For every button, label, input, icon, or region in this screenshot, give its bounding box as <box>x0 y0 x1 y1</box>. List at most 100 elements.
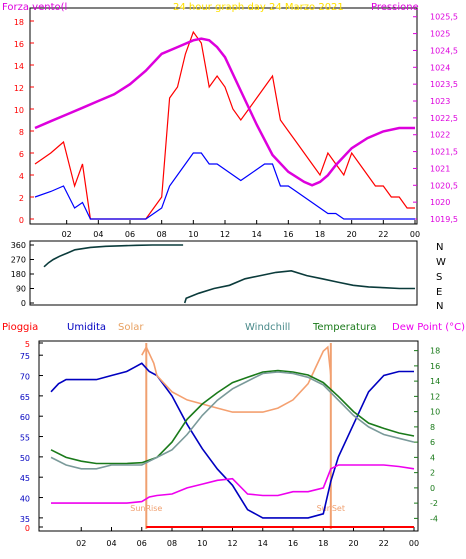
panel1-ytick-label: 12 <box>14 84 24 93</box>
panel1-ytick-label: 4 <box>19 172 24 181</box>
panel3-series-dewpoint <box>51 464 415 504</box>
panel2-direction-label: W <box>436 257 446 268</box>
panel1-ytick-label: 8 <box>19 128 24 137</box>
panel3-right-axis: -4 -2 0 2 4 6 8 10 12 14 16 18 <box>414 347 440 523</box>
panel1-xtick-label: 12 <box>220 230 230 239</box>
panel3-right-tick-label: 2 <box>430 469 435 478</box>
panel1-right-tick-label: 1022 <box>430 131 450 140</box>
panel3-series: SunRise SunSet <box>50 343 415 529</box>
panel2-direction-label: E <box>436 287 442 298</box>
panel3-right-tick-label: 0 <box>430 484 435 493</box>
panel2-ytick-label: 270 <box>11 256 26 265</box>
panel1-right-tick-label: 1024 <box>430 63 450 72</box>
panel3-xtick-label: 00 <box>409 539 419 548</box>
panel2-ytick-label: 180 <box>11 270 26 279</box>
panel3-xtick-label: 10 <box>197 539 207 548</box>
panel1-xtick-label: 00 <box>410 230 420 239</box>
legend-solar: Solar <box>118 322 144 333</box>
panel3-xtick-label: 12 <box>227 539 237 548</box>
panel1-right-tick-label: 1021 <box>430 164 450 173</box>
panel1-xtick-label: 18 <box>315 230 325 239</box>
panel3-right-tick-label: 14 <box>430 377 440 386</box>
panel3-right-tick-label: 18 <box>430 347 440 356</box>
panel2-series-wind_dir <box>43 244 415 304</box>
panel3-ytick-label: 45 <box>20 474 30 483</box>
panel1-xtick-label: 06 <box>125 230 135 239</box>
panel1-ytick-label: 16 <box>14 40 24 49</box>
panel2-ytick-label: 0 <box>21 299 26 308</box>
legend-umidita: Umidita <box>67 322 106 333</box>
panel1-left-axis: 0 2 4 6 8 10 12 14 16 18 <box>14 18 34 225</box>
panel1-xtick-label: 10 <box>188 230 198 239</box>
panel3-right-tick-label: -2 <box>430 499 438 508</box>
panel1-series-wind_avg <box>34 152 415 220</box>
panel3-sunrise-label: SunRise <box>130 504 162 513</box>
panel3-right-tick-label: 6 <box>430 438 435 447</box>
panel1-ytick-label: 14 <box>14 62 24 71</box>
panel3-ytick-label: 40 <box>20 495 30 504</box>
panel3-xtick-label: 20 <box>348 539 358 548</box>
panel3-xtick-label: 18 <box>318 539 328 548</box>
panel1-frame <box>29 7 418 225</box>
panel3-ytick-label: 5 <box>25 340 30 349</box>
panel3-series-umidita <box>50 362 414 519</box>
panel1-right-label: Pressione <box>371 2 419 13</box>
panel3-ytick-label: 75 <box>20 352 30 361</box>
panel1-right-tick-label: 1025 <box>430 30 450 39</box>
panel3-xtick-label: 14 <box>258 539 268 548</box>
panel1-right-tick-label: 1022,5 <box>430 114 458 123</box>
panel1-right-tick-label: 1020 <box>430 198 450 207</box>
legend-pioggia: Pioggia <box>2 322 38 333</box>
panel1-xtick-label: 04 <box>93 230 103 239</box>
panel2-direction-label: S <box>436 272 442 283</box>
panel1-right-tick-label: 1024,5 <box>430 46 458 55</box>
panel3-right-tick-label: 4 <box>430 453 435 462</box>
panel3-ytick-label: 55 <box>20 434 30 443</box>
panel3-series-windchill <box>50 371 415 470</box>
panel1-ytick-label: 0 <box>19 216 24 225</box>
panel1-ytick-label: 2 <box>19 194 24 203</box>
panel1-right-tick-label: 1020,5 <box>430 181 458 190</box>
panel3-xtick-label: 06 <box>137 539 147 548</box>
panel3-xtick-label: 08 <box>167 539 177 548</box>
panel3-ytick-label: 50 <box>20 454 30 463</box>
panel3-right-tick-label: 8 <box>430 423 435 432</box>
panel1-ytick-label: 6 <box>19 150 24 159</box>
panel3-xtick-label: 02 <box>76 539 86 548</box>
panel1-title: 24 hour graph day 24 Marzo 2021 <box>173 2 344 13</box>
panel3-series-temperatura <box>50 369 415 465</box>
panel1-xtick-label: 14 <box>252 230 262 239</box>
panel1-ytick-label: 10 <box>14 106 24 115</box>
panel3-xtick-label: 22 <box>379 539 389 548</box>
panel3-sunset-label: SunSet <box>317 504 345 513</box>
legend-temperatura: Temperatura <box>312 322 377 333</box>
panel1-right-tick-label: 1023 <box>430 97 450 106</box>
panel3-ytick-label: 65 <box>20 393 30 402</box>
panel2-frame <box>29 240 418 306</box>
panel1-right-axis: 1019,5 1020 1020,5 1021 1021,5 1022 1022,5 1023… <box>413 13 458 224</box>
panel3-xtick-label: 04 <box>106 539 116 548</box>
panel2-series <box>43 244 415 304</box>
panel3-right-tick-label: 16 <box>430 362 440 371</box>
legend-dewpoint: Dew Point (°C) <box>392 322 465 333</box>
panel3-ytick-label: 60 <box>20 413 30 422</box>
legend-windchill: Windchill <box>245 322 290 333</box>
panel3-xtick-label: 16 <box>288 539 298 548</box>
panel3-series-solar <box>141 345 332 413</box>
panel3-frame <box>38 340 419 532</box>
panel1-left-label: Forza vento(l <box>2 2 67 13</box>
panel3-right-tick-label: 10 <box>430 408 440 417</box>
panel3-right-tick-label: 12 <box>430 392 440 401</box>
panel3-ytick-label: 0 <box>25 524 30 533</box>
panel2-ytick-label: 90 <box>16 285 26 294</box>
panel1-x-axis: 02 04 06 08 10 12 14 16 18 20 22 00 <box>62 220 420 239</box>
panel2-ytick-label: 360 <box>11 241 26 250</box>
panel3-left-axis: 0 5 35 40 45 50 55 60 65 70 75 <box>20 340 43 533</box>
panel1-series-pressure <box>34 37 415 187</box>
panel2-left-axis: 0 90 180 270 360 <box>11 241 34 308</box>
panel1-xtick-label: 16 <box>283 230 293 239</box>
panel3-right-tick-label: -4 <box>430 514 438 523</box>
